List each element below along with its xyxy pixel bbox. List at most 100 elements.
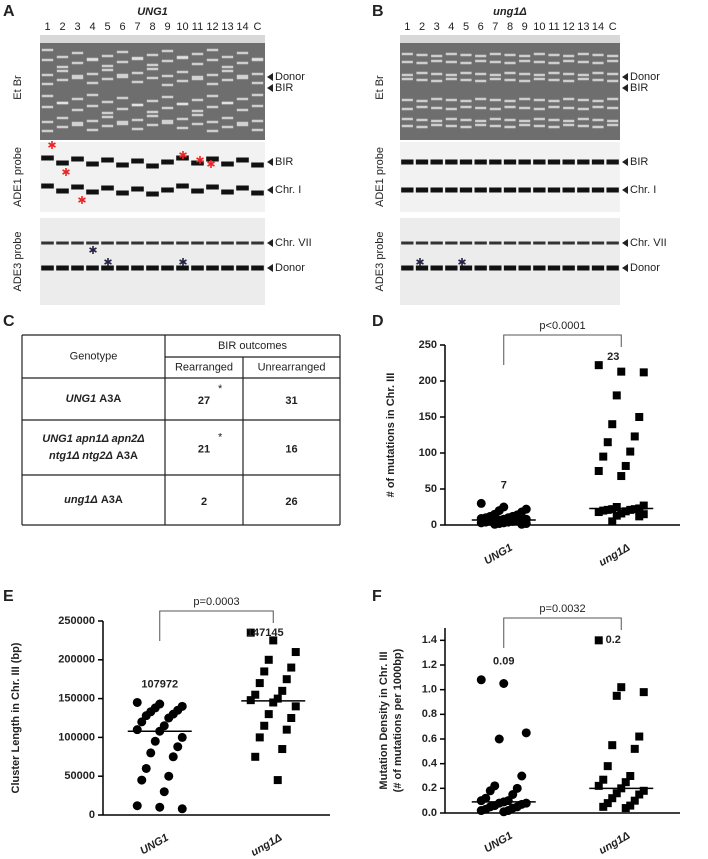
data-point (621, 778, 630, 787)
data-point (291, 702, 300, 711)
y-tick-label: 150 (419, 411, 437, 423)
data-point (621, 804, 630, 813)
band-arrow (622, 158, 628, 166)
data-point (639, 688, 648, 697)
median-label: 0.2 (606, 634, 621, 646)
data-point (260, 721, 269, 730)
band-label: BIR (630, 82, 648, 94)
panel-label: A (3, 3, 15, 20)
p-value: p<0.0001 (539, 320, 585, 332)
data-point (635, 790, 644, 799)
significance-bracket (159, 610, 274, 641)
gel-well (40, 35, 265, 43)
data-point (255, 733, 264, 742)
median-label: 147145 (247, 627, 284, 639)
x-tick-label: UNG1 (482, 830, 514, 856)
p-value: p=0.0003 (193, 596, 239, 608)
data-point (594, 781, 603, 790)
data-point (639, 501, 648, 510)
y-tick-label: 0 (89, 809, 95, 821)
lane-label: 7 (492, 21, 498, 33)
lane-label: 11 (548, 21, 559, 33)
asterisk (207, 161, 215, 167)
data-point (246, 628, 255, 637)
data-point (278, 686, 287, 695)
data-point (499, 679, 509, 688)
lane-label: 1 (404, 21, 410, 33)
data-point (612, 391, 621, 400)
data-point (164, 771, 174, 781)
data-point (282, 725, 291, 734)
probe-label: ADE1 probe (12, 147, 24, 207)
band-label: Chr. VII (275, 237, 312, 249)
band-label: BIR (630, 156, 648, 168)
asterisk (104, 259, 112, 265)
band-arrow (622, 239, 628, 247)
asterisk (179, 152, 187, 158)
construct: A3A (116, 450, 138, 462)
y-tick-label: 0.4 (422, 758, 438, 770)
band-arrow (622, 186, 628, 194)
data-point (485, 786, 495, 796)
genotype-name: ung1Δ (64, 494, 98, 506)
lane-label: 3 (434, 21, 440, 33)
lane-label: 9 (522, 21, 528, 33)
significance-mark: * (218, 431, 223, 443)
probe-label: ADE3 probe (374, 232, 386, 292)
data-point (639, 368, 648, 377)
data-point (508, 790, 518, 799)
data-point (612, 789, 621, 798)
genotype: UNG1 apn1Δ apn2Δ (42, 433, 144, 445)
data-point (499, 807, 509, 817)
band-arrow (622, 264, 628, 272)
genotype: ung1Δ A3A (64, 494, 123, 506)
lane-label: 4 (89, 21, 95, 33)
data-point (476, 796, 486, 806)
data-point (159, 787, 169, 797)
band-label: Chr. I (275, 184, 301, 196)
lane-label: 12 (563, 21, 575, 33)
data-point (599, 452, 608, 461)
table-cell: 2 (201, 496, 207, 508)
data-point (273, 776, 282, 785)
y-tick-label: 1.4 (422, 634, 438, 646)
lane-label: 10 (533, 21, 545, 33)
y-tick-label: 0.2 (422, 782, 437, 794)
y-axis-label: Mutation Density in Chr. III (378, 651, 390, 789)
lane-label: 8 (149, 21, 155, 33)
data-point (168, 752, 178, 762)
lane-label: 5 (104, 21, 110, 33)
data-point (639, 786, 648, 795)
data-point (251, 752, 260, 761)
y-tick-label: 100 (419, 447, 437, 459)
lane-label: 13 (577, 21, 589, 33)
data-point (617, 472, 626, 481)
y-tick-label: 0 (431, 519, 437, 531)
lane-label: 11 (192, 21, 203, 33)
panel-label: E (3, 588, 14, 605)
data-point (612, 511, 621, 520)
x-tick-label: ung1Δ (597, 542, 632, 569)
probe-label: Et Br (374, 75, 386, 100)
lane-label: 9 (164, 21, 170, 33)
panel-label: C (3, 313, 15, 330)
data-point (137, 717, 147, 727)
data-point (621, 507, 630, 516)
significance-bracket (503, 617, 622, 648)
data-point (639, 510, 648, 519)
data-point (137, 775, 147, 785)
data-point (594, 508, 603, 517)
lane-label: 14 (592, 21, 604, 33)
data-point (255, 679, 264, 688)
gel-well (400, 35, 620, 43)
lane-label: 6 (119, 21, 125, 33)
data-point (626, 772, 635, 780)
data-point (141, 711, 151, 721)
asterisk (416, 259, 424, 265)
y-tick-label: 50000 (64, 770, 95, 782)
data-point (173, 742, 183, 752)
data-point (132, 697, 142, 707)
y-tick-label: 150000 (58, 693, 95, 705)
gel-title: UNG1 (137, 6, 168, 18)
data-point (517, 771, 527, 781)
